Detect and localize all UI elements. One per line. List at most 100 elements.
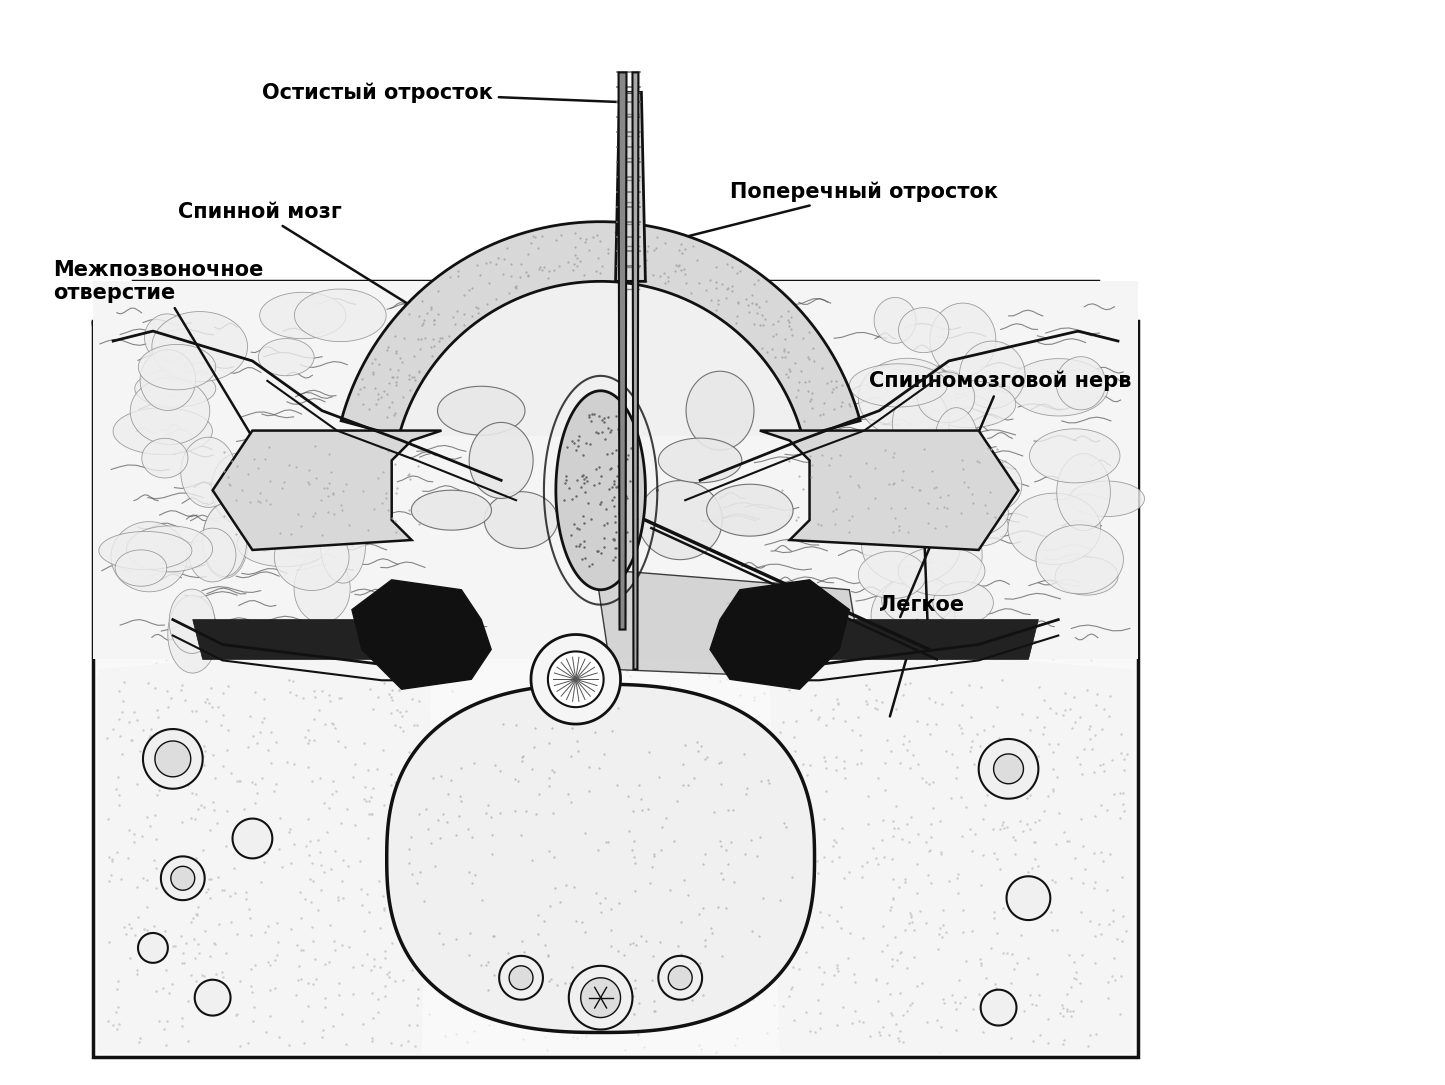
Polygon shape (871, 576, 955, 655)
Polygon shape (315, 443, 360, 507)
Polygon shape (127, 526, 212, 572)
Polygon shape (293, 554, 350, 623)
Polygon shape (341, 221, 860, 436)
Polygon shape (530, 635, 620, 724)
Polygon shape (933, 582, 993, 624)
Polygon shape (1056, 357, 1105, 410)
Polygon shape (899, 547, 985, 596)
Polygon shape (94, 321, 1137, 1058)
Polygon shape (595, 570, 860, 674)
Text: Спинномозговой нерв: Спинномозговой нерв (870, 371, 1131, 617)
Polygon shape (616, 92, 646, 281)
Polygon shape (874, 297, 916, 344)
Polygon shape (770, 650, 1133, 1052)
Polygon shape (994, 754, 1023, 783)
Polygon shape (144, 314, 189, 361)
Polygon shape (668, 966, 692, 990)
Polygon shape (929, 519, 983, 591)
Polygon shape (858, 551, 926, 599)
Polygon shape (113, 408, 212, 455)
Polygon shape (155, 741, 191, 777)
Polygon shape (1009, 494, 1101, 564)
Polygon shape (202, 505, 249, 578)
Polygon shape (844, 469, 907, 502)
Polygon shape (709, 579, 850, 689)
Polygon shape (169, 589, 215, 653)
Polygon shape (116, 550, 166, 586)
Polygon shape (881, 575, 954, 625)
Polygon shape (275, 523, 350, 590)
Polygon shape (233, 818, 272, 858)
Polygon shape (899, 308, 949, 353)
Polygon shape (438, 386, 525, 435)
Polygon shape (861, 507, 961, 585)
Polygon shape (238, 448, 328, 499)
Polygon shape (353, 579, 491, 689)
Polygon shape (893, 386, 949, 460)
Polygon shape (918, 488, 1009, 538)
Polygon shape (140, 349, 195, 410)
Polygon shape (139, 933, 168, 962)
Polygon shape (946, 507, 1009, 546)
Polygon shape (387, 685, 815, 1033)
Polygon shape (686, 371, 754, 450)
Polygon shape (581, 978, 620, 1018)
Polygon shape (282, 512, 324, 557)
Polygon shape (293, 434, 355, 489)
Polygon shape (142, 438, 188, 478)
Polygon shape (548, 651, 604, 707)
Polygon shape (1056, 454, 1110, 531)
Polygon shape (295, 289, 386, 342)
Polygon shape (260, 292, 345, 339)
Polygon shape (1007, 877, 1051, 920)
Polygon shape (618, 73, 627, 629)
Polygon shape (760, 620, 1039, 660)
Polygon shape (659, 956, 702, 999)
Polygon shape (98, 532, 192, 570)
Polygon shape (1069, 481, 1144, 516)
Polygon shape (139, 344, 215, 390)
Polygon shape (569, 966, 633, 1030)
Polygon shape (981, 990, 1016, 1025)
Polygon shape (556, 391, 646, 590)
Polygon shape (189, 528, 236, 582)
Text: Плевра: Плевра (879, 510, 968, 656)
Polygon shape (94, 281, 1137, 660)
Polygon shape (321, 508, 366, 583)
Polygon shape (152, 311, 247, 382)
Polygon shape (952, 458, 1022, 513)
Polygon shape (470, 422, 533, 498)
Polygon shape (1036, 525, 1123, 593)
Polygon shape (1029, 429, 1120, 483)
Text: Межпозвоночное
отверстие: Межпозвоночное отверстие (53, 259, 270, 468)
Polygon shape (659, 438, 741, 483)
Polygon shape (959, 341, 1025, 408)
Polygon shape (412, 490, 491, 531)
Polygon shape (181, 437, 236, 508)
Polygon shape (918, 372, 975, 422)
Polygon shape (858, 358, 957, 437)
Polygon shape (237, 521, 331, 566)
Text: Остистый отросток: Остистый отросток (263, 82, 623, 103)
Polygon shape (499, 956, 543, 999)
Polygon shape (143, 729, 202, 789)
Polygon shape (935, 408, 978, 475)
Polygon shape (111, 522, 188, 591)
Polygon shape (202, 503, 247, 576)
Polygon shape (931, 303, 996, 376)
Polygon shape (760, 431, 1019, 550)
Polygon shape (160, 856, 205, 901)
Polygon shape (978, 739, 1039, 799)
Polygon shape (399, 281, 802, 436)
Polygon shape (259, 339, 314, 375)
Polygon shape (850, 363, 948, 407)
Polygon shape (923, 381, 1016, 427)
Polygon shape (639, 481, 722, 560)
Polygon shape (134, 370, 215, 407)
Polygon shape (192, 620, 441, 660)
Polygon shape (211, 454, 266, 523)
Polygon shape (509, 966, 533, 990)
Polygon shape (130, 378, 210, 445)
Polygon shape (98, 650, 432, 1052)
Polygon shape (633, 73, 639, 669)
